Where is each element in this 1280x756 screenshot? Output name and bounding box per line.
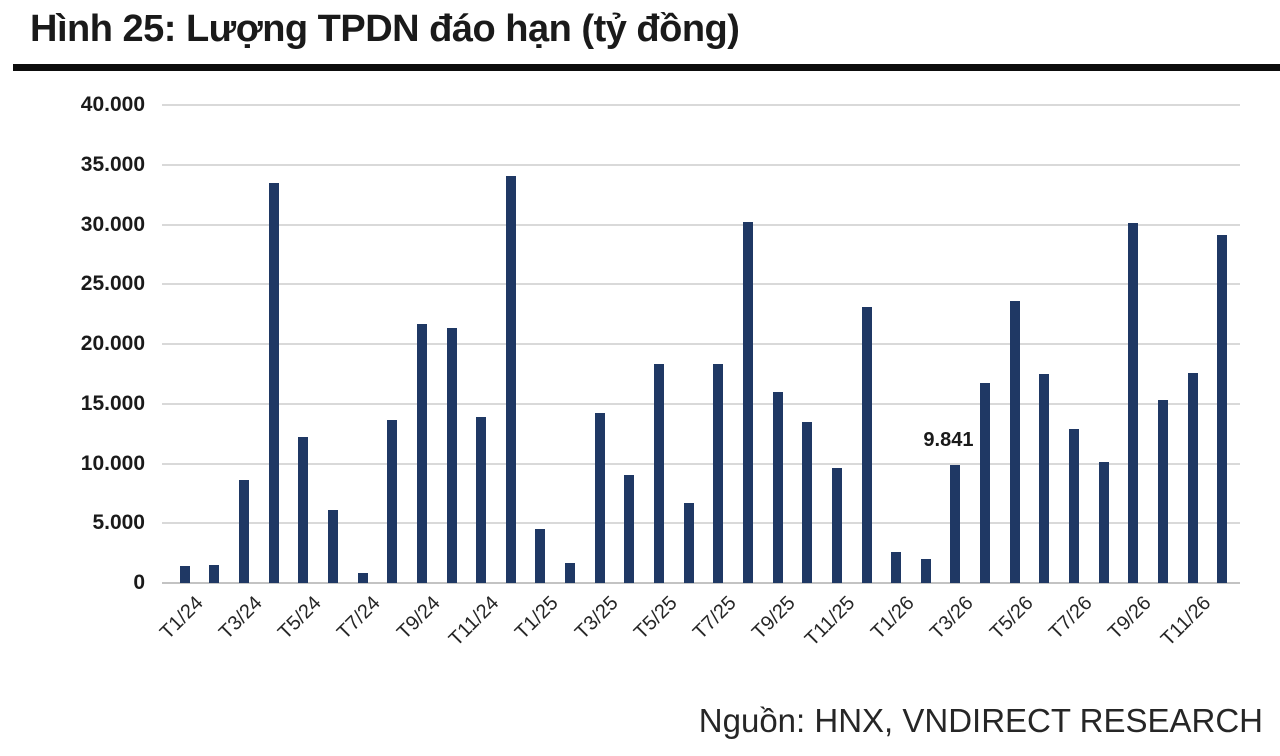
bar-t12-25 (861, 306, 872, 583)
x-axis-label-text: T3/24 (214, 592, 267, 644)
y-axis-tick-label: 25.000 (80, 272, 145, 296)
bar-t8-25 (742, 222, 753, 583)
gridline (162, 343, 1240, 345)
y-axis-tick-label: 35.000 (80, 152, 145, 176)
gridline (162, 522, 1240, 525)
y-axis-tick-label: 0 (133, 571, 145, 594)
bar-t3-26 (950, 465, 961, 583)
bar-t1-26 (891, 551, 902, 583)
x-axis-label-text: T9/25 (748, 592, 801, 644)
bar-t12-24 (505, 175, 516, 583)
bar-t3-25 (594, 413, 605, 583)
bar-value-label: 9.841 (923, 429, 974, 452)
bar-t4-24 (268, 182, 279, 583)
bar-t5-24 (298, 437, 309, 583)
bar-t8-24 (387, 420, 398, 583)
y-axis-tick-label: 30.000 (80, 212, 145, 236)
bar-t11-24 (476, 416, 487, 583)
bar-t5-25 (654, 364, 665, 583)
bar-t7-26 (1068, 428, 1079, 583)
bar-t4-25 (624, 475, 635, 583)
x-axis-label-text: T11/25 (800, 592, 860, 651)
gridline (162, 283, 1240, 286)
gridline (162, 104, 1240, 106)
gridline (162, 402, 1240, 405)
x-axis-label-text: T7/26 (1044, 592, 1097, 644)
x-axis-label-text: T5/24 (274, 592, 326, 644)
x-axis-label-text: T1/26 (866, 592, 919, 644)
x-axis-label-text: T5/26 (985, 592, 1038, 644)
x-axis-label-text: T9/24 (392, 592, 445, 644)
bar-t7-25 (713, 364, 724, 583)
bar-t3-24 (239, 480, 250, 583)
bar-t8-26 (1098, 462, 1109, 583)
bar-t9-26 (1128, 223, 1139, 583)
source-caption: Nguồn: HNX, VNDIRECT RESEARCH (698, 702, 1263, 739)
bar-t2-26 (920, 559, 931, 583)
gridline (162, 462, 1240, 465)
y-axis-tick-label: 40.000 (80, 93, 145, 116)
bar-t9-25 (772, 391, 783, 583)
bar-t2-25 (565, 562, 576, 583)
bar-t2-24 (209, 565, 220, 583)
bar-t12-26 (1217, 235, 1228, 583)
bar-t11-26 (1187, 372, 1198, 583)
bar-t10-24 (446, 328, 457, 583)
figure-title: Hình 25: Lượng TPDN đáo hạn (tỷ đồng) (30, 8, 740, 50)
x-axis-label-text: T3/26 (926, 592, 978, 644)
bar-t10-26 (1157, 400, 1168, 583)
x-axis-line (162, 582, 1240, 584)
bar-t10-25 (802, 421, 813, 583)
bar-t5-26 (1009, 300, 1020, 583)
y-axis-tick-label: 5.000 (92, 511, 145, 535)
x-axis-label-text: T1/25 (511, 592, 564, 644)
bar-t6-25 (683, 502, 694, 583)
bar-t7-24 (357, 573, 368, 583)
bar-t1-24 (179, 566, 190, 583)
bar-t9-24 (416, 323, 427, 583)
bar-t11-25 (831, 468, 842, 583)
y-axis-tick-label: 10.000 (80, 451, 145, 475)
title-divider (13, 64, 1280, 71)
gridline (162, 223, 1240, 226)
y-axis-tick-label: 15.000 (80, 391, 145, 415)
x-axis-label-text: T5/25 (629, 592, 682, 644)
x-axis-label-text: T11/24 (445, 592, 504, 651)
x-axis-label-text: T1/24 (155, 592, 208, 644)
y-axis-tick-label: 20.000 (80, 332, 145, 355)
x-axis-label-text: T11/26 (1156, 592, 1216, 651)
x-axis-label-text: T7/24 (333, 592, 386, 644)
x-axis-label-text: T3/25 (570, 592, 623, 644)
bar-t6-24 (328, 510, 338, 583)
bar-t6-26 (1039, 373, 1050, 583)
bar-t1-25 (535, 529, 546, 583)
x-axis-label-text: T9/26 (1104, 592, 1156, 644)
bar-t4-26 (980, 383, 991, 583)
x-axis-label-text: T7/25 (689, 592, 741, 644)
gridline (162, 163, 1240, 166)
